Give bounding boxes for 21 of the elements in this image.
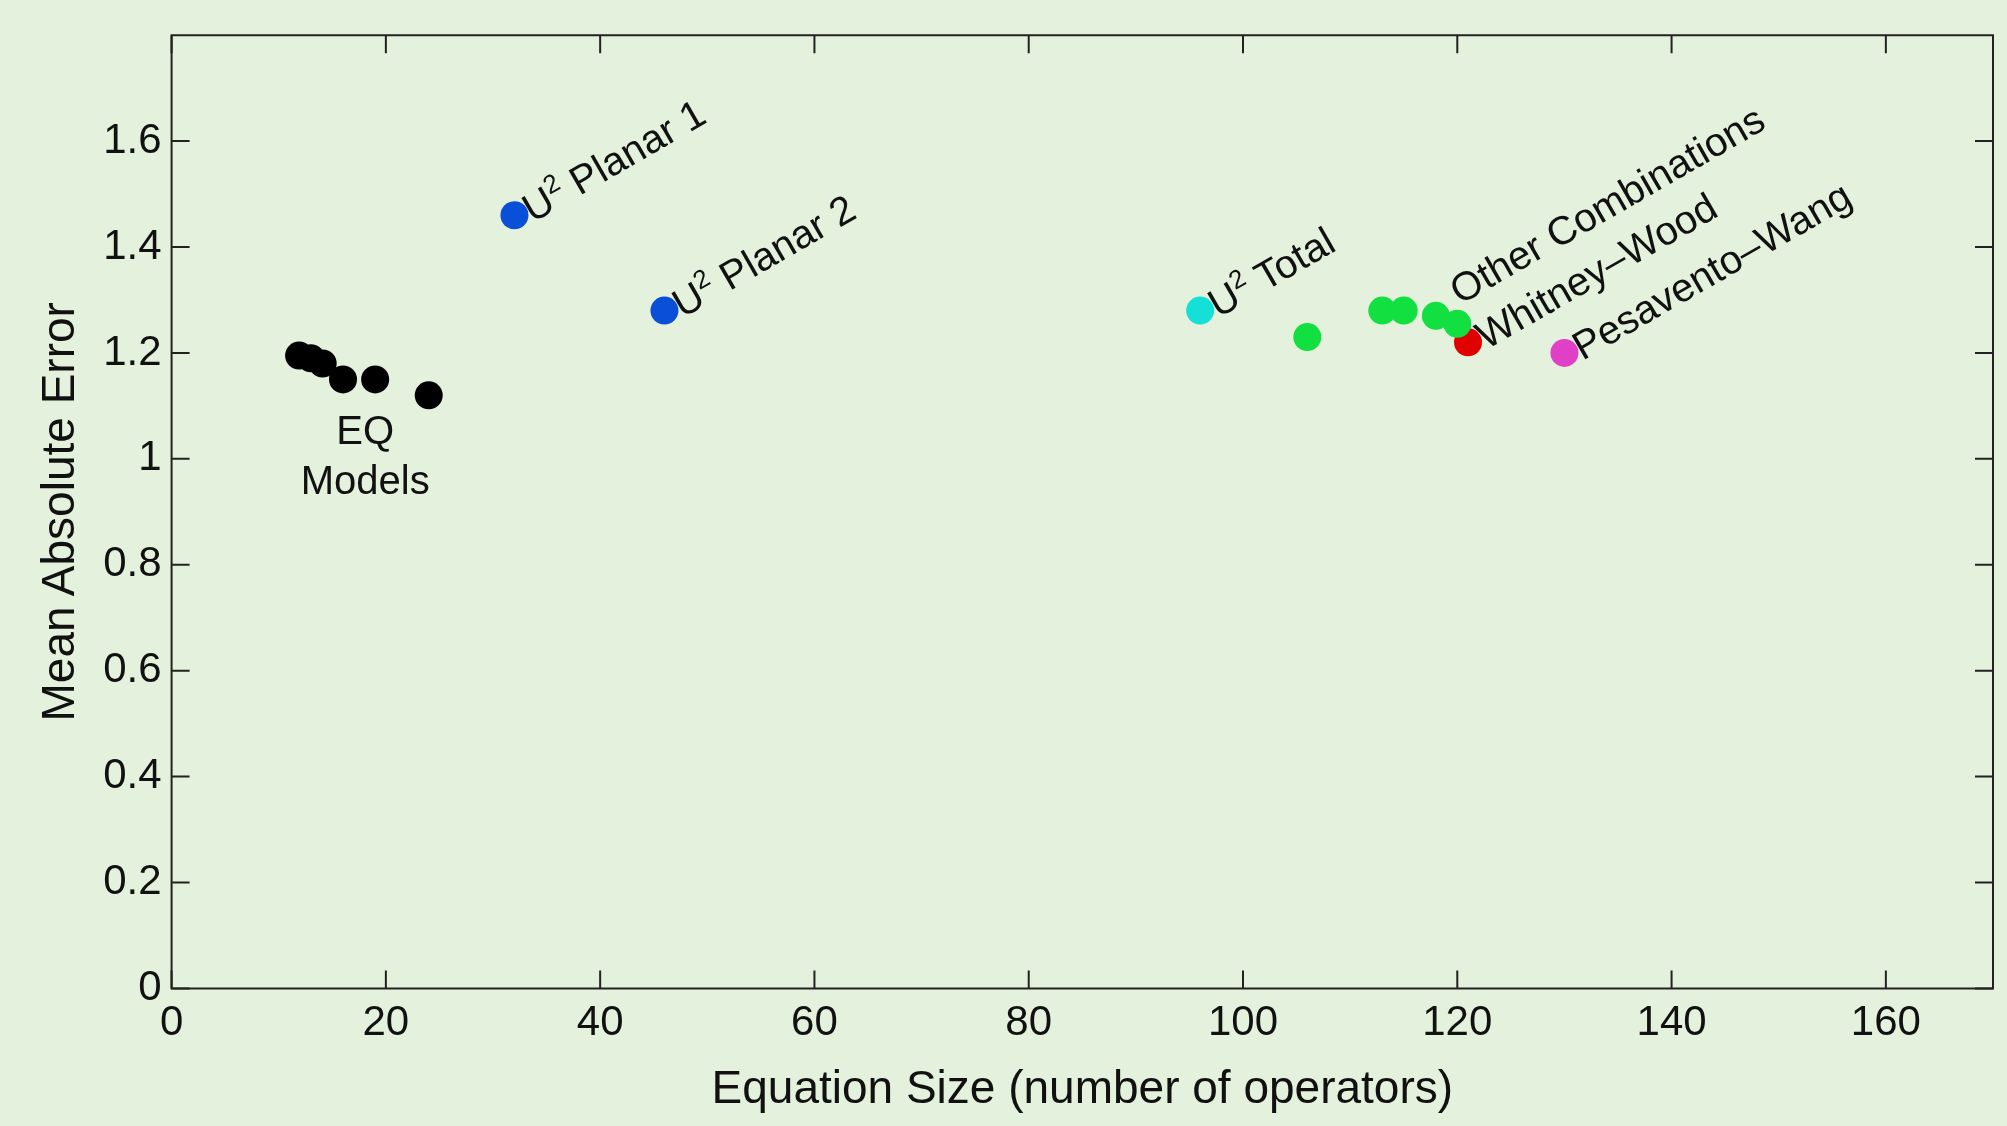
x-tick-label: 60 [791,997,838,1045]
annotation: U2 Total [1200,218,1342,326]
x-tick-label: 20 [362,997,410,1045]
x-tick-label: 140 [1636,997,1707,1045]
x-tick-label: 120 [1422,997,1493,1045]
y-tick-label: 0.4 [103,750,162,798]
y-tick-label: 1.2 [103,326,162,374]
x-tick-label: 40 [576,997,624,1045]
annotation: EQ Models [300,408,430,503]
y-tick-label: 0 [138,961,162,1009]
x-tick-label: 100 [1207,997,1279,1045]
x-tick-label: 80 [1005,997,1053,1045]
y-tick-label: 1.6 [103,114,162,162]
y-tick-label: 0.2 [103,856,162,904]
x-tick-label: 160 [1850,997,1921,1045]
x-axis-title: Equation Size (number of operators) [711,1061,1454,1114]
y-tick-label: 0.8 [103,538,162,586]
y-axis-title: Mean Absolute Error [32,302,85,722]
y-tick-label: 1 [138,432,162,480]
y-tick-label: 0.6 [103,644,162,692]
y-tick-label: 1.4 [103,220,162,268]
